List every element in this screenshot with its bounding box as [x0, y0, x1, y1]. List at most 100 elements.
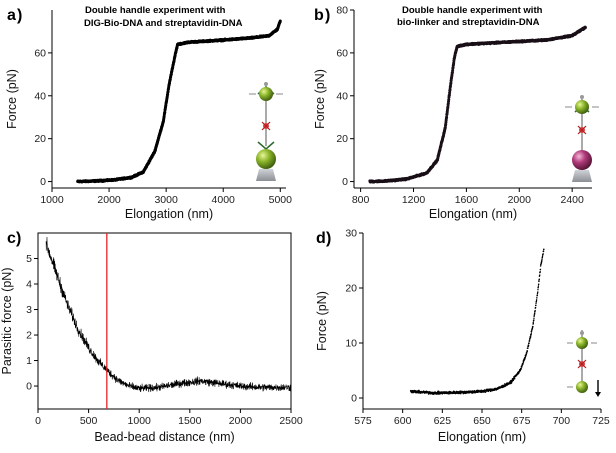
data-point [534, 312, 536, 314]
panel-c-letter: c [7, 230, 16, 247]
panel-c-ylabel: Parasitic force (pN) [0, 268, 14, 375]
data-point [512, 379, 515, 382]
panel-d-data-points [409, 248, 545, 395]
data-point [539, 270, 541, 273]
y-tick-label: 10 [345, 338, 357, 350]
data-point [535, 300, 538, 302]
data-point [537, 285, 540, 287]
data-point [534, 306, 537, 309]
panel-b-letter: b [314, 7, 324, 24]
panel-c-ticks: 0 500 1000 1500 2000 2500 0 1 2 3 4 5 [26, 253, 303, 427]
data-point [537, 286, 539, 288]
panel-a-title-line-2: DIG-Bio-DNA and streptavidin-DNA [84, 18, 243, 29]
panel-b-paren: ) [325, 7, 330, 24]
x-tick-label: 625 [434, 415, 452, 427]
panel-b-title-line-2: bio-linker and streptavidin-DNA [397, 17, 540, 28]
panel-d-force-extension-chart: d ) 575 600 625 650 675 700 725 0 10 20 30 Elongat… [315, 228, 610, 445]
data-point [514, 378, 516, 380]
plot-frame [37, 232, 292, 410]
data-point [541, 256, 544, 259]
panel-a-axes [51, 10, 286, 189]
data-point [530, 332, 533, 334]
x-tick-label: 1000 [40, 194, 64, 206]
y-tick-label: 30 [345, 228, 357, 240]
data-point [537, 291, 539, 293]
x-tick-label: 3000 [154, 194, 178, 206]
data-point [163, 110, 167, 114]
x-tick-label: 500 [80, 415, 98, 427]
x-tick-label: 1000 [128, 415, 152, 427]
y-tick-label: 5 [26, 253, 32, 265]
panel-b-data-points [368, 25, 587, 184]
panel-a-ticks: 1000 2000 3000 4000 5000 0 20 40 60 [34, 47, 292, 206]
data-point [529, 336, 532, 338]
panel-b-axes [353, 10, 592, 189]
panel-a-ylabel: Force (pN) [5, 69, 19, 129]
data-point [533, 317, 535, 319]
data-point [532, 325, 534, 328]
data-point [443, 126, 447, 130]
panel-a-paren: ) [17, 7, 22, 24]
panel-b-ticks: 800 1200 1600 2000 2400 0 20 40 60 80 [336, 5, 584, 207]
data-point [540, 262, 543, 264]
panel-a-letter: a [7, 7, 16, 24]
data-point [522, 361, 525, 363]
data-point [536, 297, 538, 299]
data-point [459, 390, 461, 392]
data-point [534, 309, 536, 312]
panel-a-xlabel: Elongation (nm) [125, 207, 213, 221]
data-point [441, 391, 443, 393]
data-point [535, 299, 538, 301]
x-tick-label: 1600 [455, 194, 479, 206]
y-tick-label: 2 [26, 330, 32, 342]
data-point [542, 253, 544, 255]
data-point [427, 393, 430, 395]
x-tick-label: 2500 [279, 415, 303, 427]
y-tick-label: 0 [342, 176, 348, 188]
data-point [541, 255, 544, 258]
panel-a-title-line-1: Double handle experiment with [85, 5, 226, 16]
y-tick-label: 3 [26, 304, 32, 316]
data-point [583, 26, 587, 30]
data-point [521, 364, 523, 367]
data-point [448, 87, 452, 91]
data-point [460, 393, 462, 395]
data-point [539, 274, 541, 276]
x-tick-label: 5000 [269, 194, 293, 206]
panel-c-axes [37, 232, 292, 410]
data-point [527, 345, 530, 347]
data-point [538, 283, 540, 285]
data-point [510, 382, 513, 384]
data-point [528, 339, 531, 341]
data-point [531, 330, 533, 332]
x-tick-label: 2000 [97, 194, 121, 206]
data-point [526, 350, 528, 353]
x-tick-label: 1500 [178, 415, 202, 427]
data-point [535, 304, 537, 306]
dumbbell-illustration-d [567, 330, 601, 397]
y-tick-label: 60 [34, 47, 46, 59]
x-tick-label: 600 [394, 415, 412, 427]
x-tick-label: 0 [35, 415, 41, 427]
panel-d-letter: d [316, 230, 326, 247]
data-point [445, 115, 449, 119]
y-tick-label: 4 [26, 279, 32, 291]
y-tick-label: 40 [336, 90, 348, 102]
data-point [533, 319, 535, 321]
data-point [542, 250, 545, 252]
x-tick-label: 725 [592, 415, 610, 427]
dumbbell-illustration-b [565, 95, 599, 182]
data-point [532, 322, 535, 325]
data-point [530, 335, 532, 337]
panel-d-ylabel: Force (pN) [315, 291, 329, 351]
x-tick-label: 675 [513, 415, 531, 427]
x-tick-label: 2000 [229, 415, 253, 427]
data-point [429, 390, 431, 393]
panel-d-ticks: 575 600 625 650 675 700 725 0 10 20 30 [345, 228, 610, 428]
data-point [536, 294, 539, 297]
panel-b-ylabel: Force (pN) [313, 69, 327, 129]
data-point [538, 280, 540, 283]
panel-b-force-extension-chart: b ) Double handle experiment with bio-li… [313, 5, 599, 221]
panel-a-force-extension-chart: a ) Double handle experiment with DIG-Bi… [5, 5, 292, 221]
